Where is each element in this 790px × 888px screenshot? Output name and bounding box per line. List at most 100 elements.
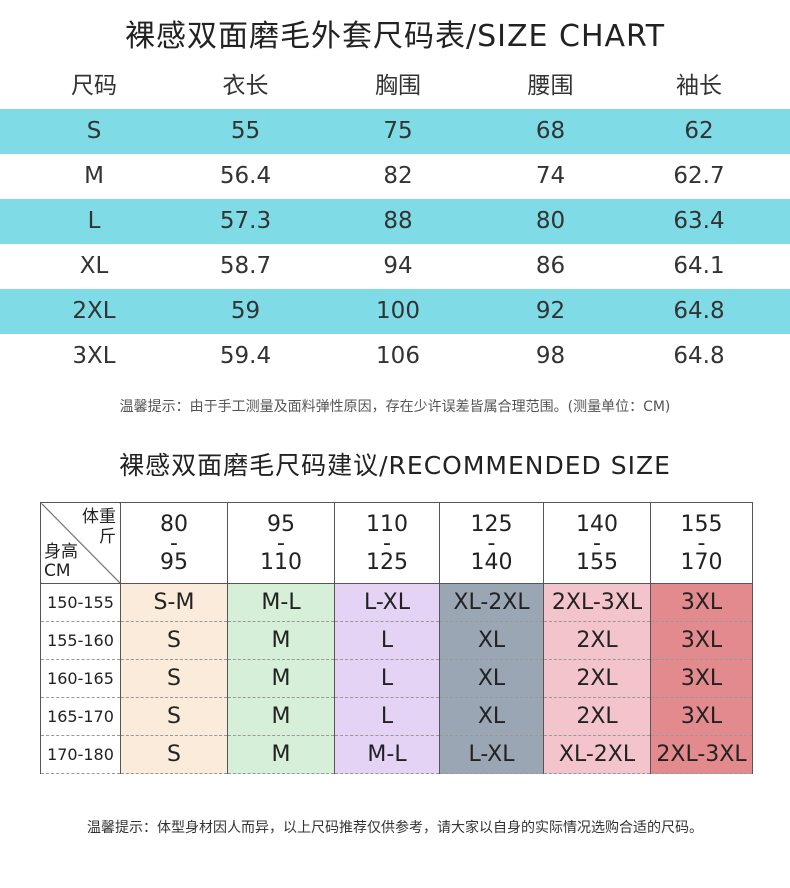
sleeve-cell: 62 bbox=[684, 118, 714, 144]
sleeve-cell: 64.8 bbox=[673, 298, 725, 324]
waist-cell: 98 bbox=[535, 343, 566, 369]
recommended-size: 2XL-3XL bbox=[650, 735, 753, 774]
recommended-size: XL bbox=[439, 659, 544, 698]
length-cell: 57.3 bbox=[219, 208, 272, 234]
length-cell: 55 bbox=[230, 118, 261, 144]
weight-label: 体重 bbox=[82, 507, 116, 527]
recommended-size: L bbox=[334, 697, 440, 736]
header-cell: 腰围 bbox=[527, 73, 574, 99]
recommended-size: XL bbox=[439, 621, 544, 660]
recommend-title: 裸感双面磨毛尺码建议/RECOMMENDED SIZE bbox=[119, 451, 671, 480]
size-row-xl: XL 58.7 94 86 64.1 bbox=[0, 244, 790, 289]
waist-cell: 92 bbox=[535, 298, 566, 324]
recommended-size: S bbox=[120, 621, 228, 660]
height-row: 170-180 S M M-L L-XL XL-2XL 2XL-3XL bbox=[40, 735, 753, 774]
chest-cell: 88 bbox=[383, 208, 413, 234]
height-row: 160-165 S M L XL 2XL 3XL bbox=[40, 659, 753, 698]
height-range: 150-155 bbox=[40, 583, 121, 622]
chest-cell: 82 bbox=[383, 163, 413, 189]
size-cell: M bbox=[84, 163, 104, 189]
header-cell: 衣长 bbox=[222, 73, 269, 99]
recommended-size: XL-2XL bbox=[543, 735, 651, 774]
recommended-size: S bbox=[120, 659, 228, 698]
size-cell: 3XL bbox=[72, 343, 116, 369]
weight-range: 95-110 bbox=[227, 502, 335, 584]
sleeve-cell: 64.8 bbox=[673, 343, 725, 369]
header-cell: 尺码 bbox=[71, 73, 117, 99]
recommended-size: L bbox=[334, 659, 440, 698]
size-row-l: L 57.3 88 80 63.4 bbox=[0, 199, 790, 244]
recommended-size: M bbox=[227, 659, 335, 698]
size-chart-table: 尺码 衣长 胸围 腰围 袖长 S 55 75 68 62 M 56.4 82 7… bbox=[0, 64, 790, 379]
recommended-size: XL bbox=[439, 697, 544, 736]
height-range: 155-160 bbox=[40, 621, 121, 660]
length-cell: 59 bbox=[230, 298, 261, 324]
measurement-note: 温馨提示：由于手工测量及面料弹性原因，存在少许误差皆属合理范围。(测量单位：CM… bbox=[119, 399, 671, 415]
recommended-size: M bbox=[227, 621, 335, 660]
recommended-size: L-XL bbox=[439, 735, 544, 774]
recommended-size: S bbox=[120, 697, 228, 736]
weight-axis-label: 体重 斤 bbox=[82, 507, 116, 547]
size-chart-title: 裸感双面磨毛外套尺码表/SIZE CHART bbox=[124, 19, 666, 54]
recommended-size: M bbox=[227, 697, 335, 736]
height-row: 165-170 S M L XL 2XL 3XL bbox=[40, 697, 753, 736]
height-unit: CM bbox=[44, 561, 71, 581]
weight-range: 80-95 bbox=[120, 502, 228, 584]
weight-header-row: 体重 斤 身高 CM 80-95 95-110 110-125 125-140 … bbox=[40, 502, 753, 584]
size-row-3xl: 3XL 59.4 106 98 64.8 bbox=[0, 334, 790, 379]
size-row-m: M 56.4 82 74 62.7 bbox=[0, 154, 790, 199]
recommended-size: M-L bbox=[227, 583, 335, 622]
sleeve-cell: 63.4 bbox=[673, 208, 725, 234]
recommended-size: 2XL bbox=[543, 659, 651, 698]
weight-range: 155-170 bbox=[650, 502, 753, 584]
recommended-size: M-L bbox=[334, 735, 440, 774]
size-row-2xl: 2XL 59 100 92 64.8 bbox=[0, 289, 790, 334]
header-cell: 袖长 bbox=[676, 73, 722, 99]
length-cell: 56.4 bbox=[219, 163, 272, 189]
chest-cell: 106 bbox=[376, 343, 420, 369]
size-chart-header-row: 尺码 衣长 胸围 腰围 袖长 bbox=[0, 64, 790, 109]
weight-range: 140-155 bbox=[543, 502, 651, 584]
length-cell: 59.4 bbox=[219, 343, 272, 369]
sleeve-cell: 64.1 bbox=[673, 253, 725, 279]
length-cell: 58.7 bbox=[219, 253, 272, 279]
recommended-size: S-M bbox=[120, 583, 228, 622]
corner-cell: 体重 斤 身高 CM bbox=[40, 502, 121, 584]
height-range: 165-170 bbox=[40, 697, 121, 736]
weight-range: 125-140 bbox=[439, 502, 544, 584]
height-label: 身高 bbox=[44, 542, 78, 562]
weight-unit: 斤 bbox=[99, 527, 116, 547]
recommended-size: XL-2XL bbox=[439, 583, 544, 622]
recommended-size: 3XL bbox=[650, 621, 753, 660]
weight-range: 110-125 bbox=[334, 502, 440, 584]
header-cell: 胸围 bbox=[375, 73, 421, 99]
recommend-note: 温馨提示：体型身材因人而异，以上尺码推荐仅供参考，请大家以自身的实际情况选购合适… bbox=[87, 820, 703, 836]
recommended-size: L bbox=[334, 621, 440, 660]
recommend-table: 体重 斤 身高 CM 80-95 95-110 110-125 125-140 … bbox=[40, 502, 753, 774]
recommended-size: 3XL bbox=[650, 697, 753, 736]
waist-cell: 80 bbox=[535, 208, 566, 234]
waist-cell: 68 bbox=[535, 118, 566, 144]
waist-cell: 86 bbox=[535, 253, 566, 279]
size-cell: S bbox=[86, 118, 102, 144]
recommended-size: 2XL-3XL bbox=[543, 583, 651, 622]
size-cell: L bbox=[87, 208, 101, 234]
height-range: 160-165 bbox=[40, 659, 121, 698]
recommended-size: 3XL bbox=[650, 583, 753, 622]
chest-cell: 94 bbox=[383, 253, 413, 279]
size-row-s: S 55 75 68 62 bbox=[0, 109, 790, 154]
height-row: 155-160 S M L XL 2XL 3XL bbox=[40, 621, 753, 660]
recommended-size: 2XL bbox=[543, 697, 651, 736]
recommended-size: L-XL bbox=[334, 583, 440, 622]
sleeve-cell: 62.7 bbox=[673, 163, 725, 189]
recommended-size: M bbox=[227, 735, 335, 774]
height-row: 150-155 S-M M-L L-XL XL-2XL 2XL-3XL 3XL bbox=[40, 583, 753, 622]
recommended-size: 2XL bbox=[543, 621, 651, 660]
chest-cell: 100 bbox=[376, 298, 420, 324]
chest-cell: 75 bbox=[383, 118, 413, 144]
waist-cell: 74 bbox=[535, 163, 566, 189]
recommended-size: S bbox=[120, 735, 228, 774]
recommended-size: 3XL bbox=[650, 659, 753, 698]
height-range: 170-180 bbox=[40, 735, 121, 774]
size-cell: 2XL bbox=[72, 298, 116, 324]
